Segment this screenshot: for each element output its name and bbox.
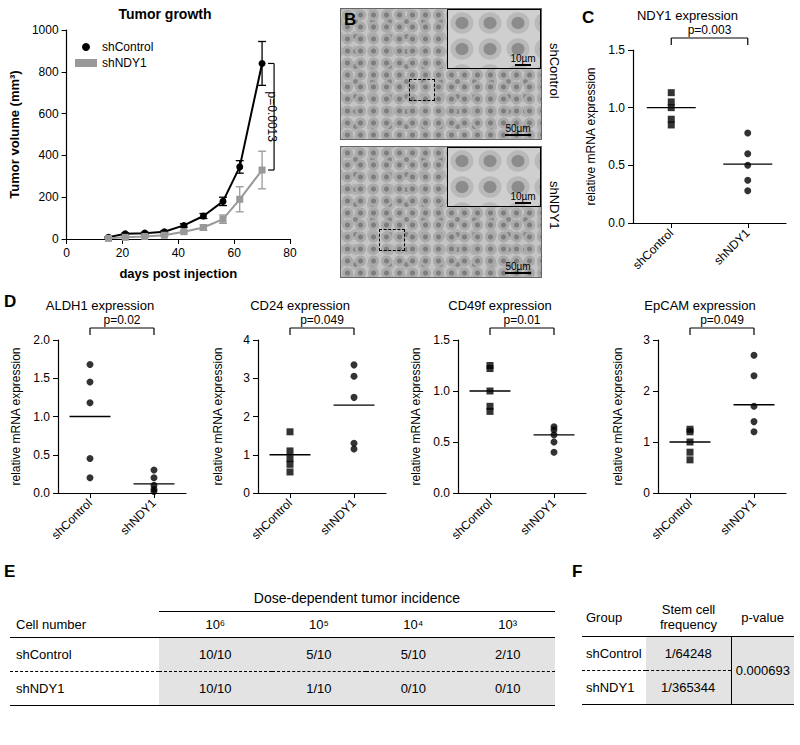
svg-text:EpCAM expression: EpCAM expression [644, 298, 755, 313]
svg-text:0: 0 [243, 486, 250, 500]
html-text:1/64248: 1/64248 [664, 646, 712, 661]
svg-text:2: 2 [643, 384, 650, 398]
html-text:50µm: 50µm [505, 123, 531, 134]
svg-text:days post injection: days post injection [119, 266, 237, 281]
svg-text:400: 400 [39, 148, 59, 162]
svg-text:200: 200 [39, 190, 59, 204]
svg-text:0.0: 0.0 [33, 486, 50, 500]
svg-text:1.0: 1.0 [33, 410, 50, 424]
html-text:E: E [4, 562, 16, 581]
svg-text:p=0.003: p=0.003 [688, 23, 732, 37]
svg-text:shControl: shControl [49, 496, 95, 542]
html-text:C: C [582, 8, 595, 27]
svg-text:1.0: 1.0 [608, 101, 625, 115]
svg-text:3: 3 [243, 371, 250, 385]
html-text:shControl: shControl [16, 647, 72, 662]
svg-text:p=0.02: p=0.02 [103, 313, 140, 327]
html-text:shControl: shControl [547, 43, 562, 99]
html-text:10⁶: 10⁶ [205, 617, 226, 632]
svg-text:1.0: 1.0 [433, 384, 450, 398]
html-text:10µm: 10µm [510, 191, 536, 202]
html-text:5/10: 5/10 [400, 647, 426, 662]
svg-text:CD49f expression: CD49f expression [448, 298, 551, 313]
svg-text:80: 80 [283, 246, 297, 260]
html-text:0/10: 0/10 [495, 681, 521, 696]
svg-text:shNDY1: shNDY1 [102, 56, 147, 70]
svg-text:2.0: 2.0 [33, 333, 50, 347]
svg-text:relative mRNA expression: relative mRNA expression [9, 347, 23, 485]
html-text:10µm: 10µm [510, 53, 536, 64]
svg-text:0.5: 0.5 [33, 448, 50, 462]
html-text:Stem cell frequency: Stem cell frequency [659, 602, 717, 632]
svg-text:NDY1 expression: NDY1 expression [637, 8, 738, 23]
svg-text:Tumor volume (mm³): Tumor volume (mm³) [7, 70, 22, 198]
svg-text:0: 0 [52, 232, 59, 246]
svg-text:20: 20 [116, 246, 130, 260]
svg-text:0.5: 0.5 [433, 435, 450, 449]
svg-text:shNDY1: shNDY1 [117, 496, 159, 538]
html-text:B: B [344, 10, 357, 29]
svg-text:2: 2 [243, 410, 250, 424]
html-text:Dose-dependent tumor incidence: Dose-dependent tumor incidence [253, 590, 461, 606]
html-text:shNDY1: shNDY1 [547, 181, 562, 230]
html-text:0/10: 0/10 [400, 681, 426, 696]
svg-text:relative mRNA expression: relative mRNA expression [611, 347, 625, 485]
svg-text:p=0.01: p=0.01 [503, 313, 540, 327]
svg-text:shControl: shControl [649, 496, 695, 542]
svg-text:0.5: 0.5 [608, 158, 625, 172]
svg-text:shControl: shControl [630, 226, 676, 272]
svg-text:40: 40 [172, 246, 186, 260]
html-text:2/10: 2/10 [495, 647, 521, 662]
svg-text:1.5: 1.5 [608, 43, 625, 57]
html-text:shNDY1: shNDY1 [586, 680, 635, 695]
svg-text:Tumor growth: Tumor growth [118, 6, 211, 22]
svg-text:p=0.049: p=0.049 [300, 313, 344, 327]
svg-text:1: 1 [243, 448, 250, 462]
html-text:Cell number: Cell number [16, 616, 87, 632]
html-text:50µm: 50µm [505, 261, 531, 272]
svg-text:shControl: shControl [102, 40, 153, 54]
html-text:10/10: 10/10 [199, 647, 232, 662]
svg-text:relative mRNA expression: relative mRNA expression [584, 67, 598, 205]
html-text:10/10: 10/10 [199, 681, 232, 696]
svg-text:relative mRNA expression: relative mRNA expression [409, 347, 423, 485]
html-text:10⁵: 10⁵ [308, 617, 329, 632]
html-text:shNDY1: shNDY1 [16, 681, 65, 696]
svg-text:600: 600 [39, 107, 59, 121]
html-text:1/365344: 1/365344 [661, 680, 716, 695]
html-text:D: D [4, 292, 17, 311]
svg-text:800: 800 [39, 65, 59, 79]
svg-text:shNDY1: shNDY1 [711, 226, 753, 268]
svg-text:CD24 expression: CD24 expression [250, 298, 350, 313]
svg-text:1: 1 [643, 435, 650, 449]
html-text:F: F [572, 562, 583, 581]
svg-text:shControl: shControl [449, 496, 495, 542]
svg-text:p=0.0013: p=0.0013 [265, 92, 279, 143]
svg-text:shNDY1: shNDY1 [717, 496, 759, 538]
svg-text:1000: 1000 [32, 23, 59, 37]
html-text:0.000693: 0.000693 [735, 663, 790, 678]
svg-text:4: 4 [243, 333, 250, 347]
svg-text:1.5: 1.5 [433, 333, 450, 347]
svg-text:shControl: shControl [249, 496, 295, 542]
svg-text:p=0.049: p=0.049 [700, 313, 744, 327]
html-text:p-value: p-value [741, 609, 784, 625]
svg-text:3: 3 [643, 333, 650, 347]
html-text:10⁴: 10⁴ [403, 617, 424, 632]
svg-text:0: 0 [643, 486, 650, 500]
svg-text:0.0: 0.0 [433, 486, 450, 500]
svg-text:0.0: 0.0 [608, 216, 625, 230]
html-text:5/10: 5/10 [306, 647, 332, 662]
svg-text:0: 0 [63, 246, 70, 260]
html-text:1/10: 1/10 [306, 681, 332, 696]
html-text:Group: Group [586, 609, 623, 625]
svg-text:1.5: 1.5 [33, 371, 50, 385]
svg-text:relative mRNA expression: relative mRNA expression [211, 347, 225, 485]
svg-text:60: 60 [227, 246, 241, 260]
svg-text:ALDH1 expression: ALDH1 expression [46, 298, 154, 313]
svg-text:shNDY1: shNDY1 [517, 496, 559, 538]
html-text:shControl: shControl [586, 646, 642, 661]
html-text:10³: 10³ [498, 617, 518, 632]
svg-text:shNDY1: shNDY1 [317, 496, 359, 538]
